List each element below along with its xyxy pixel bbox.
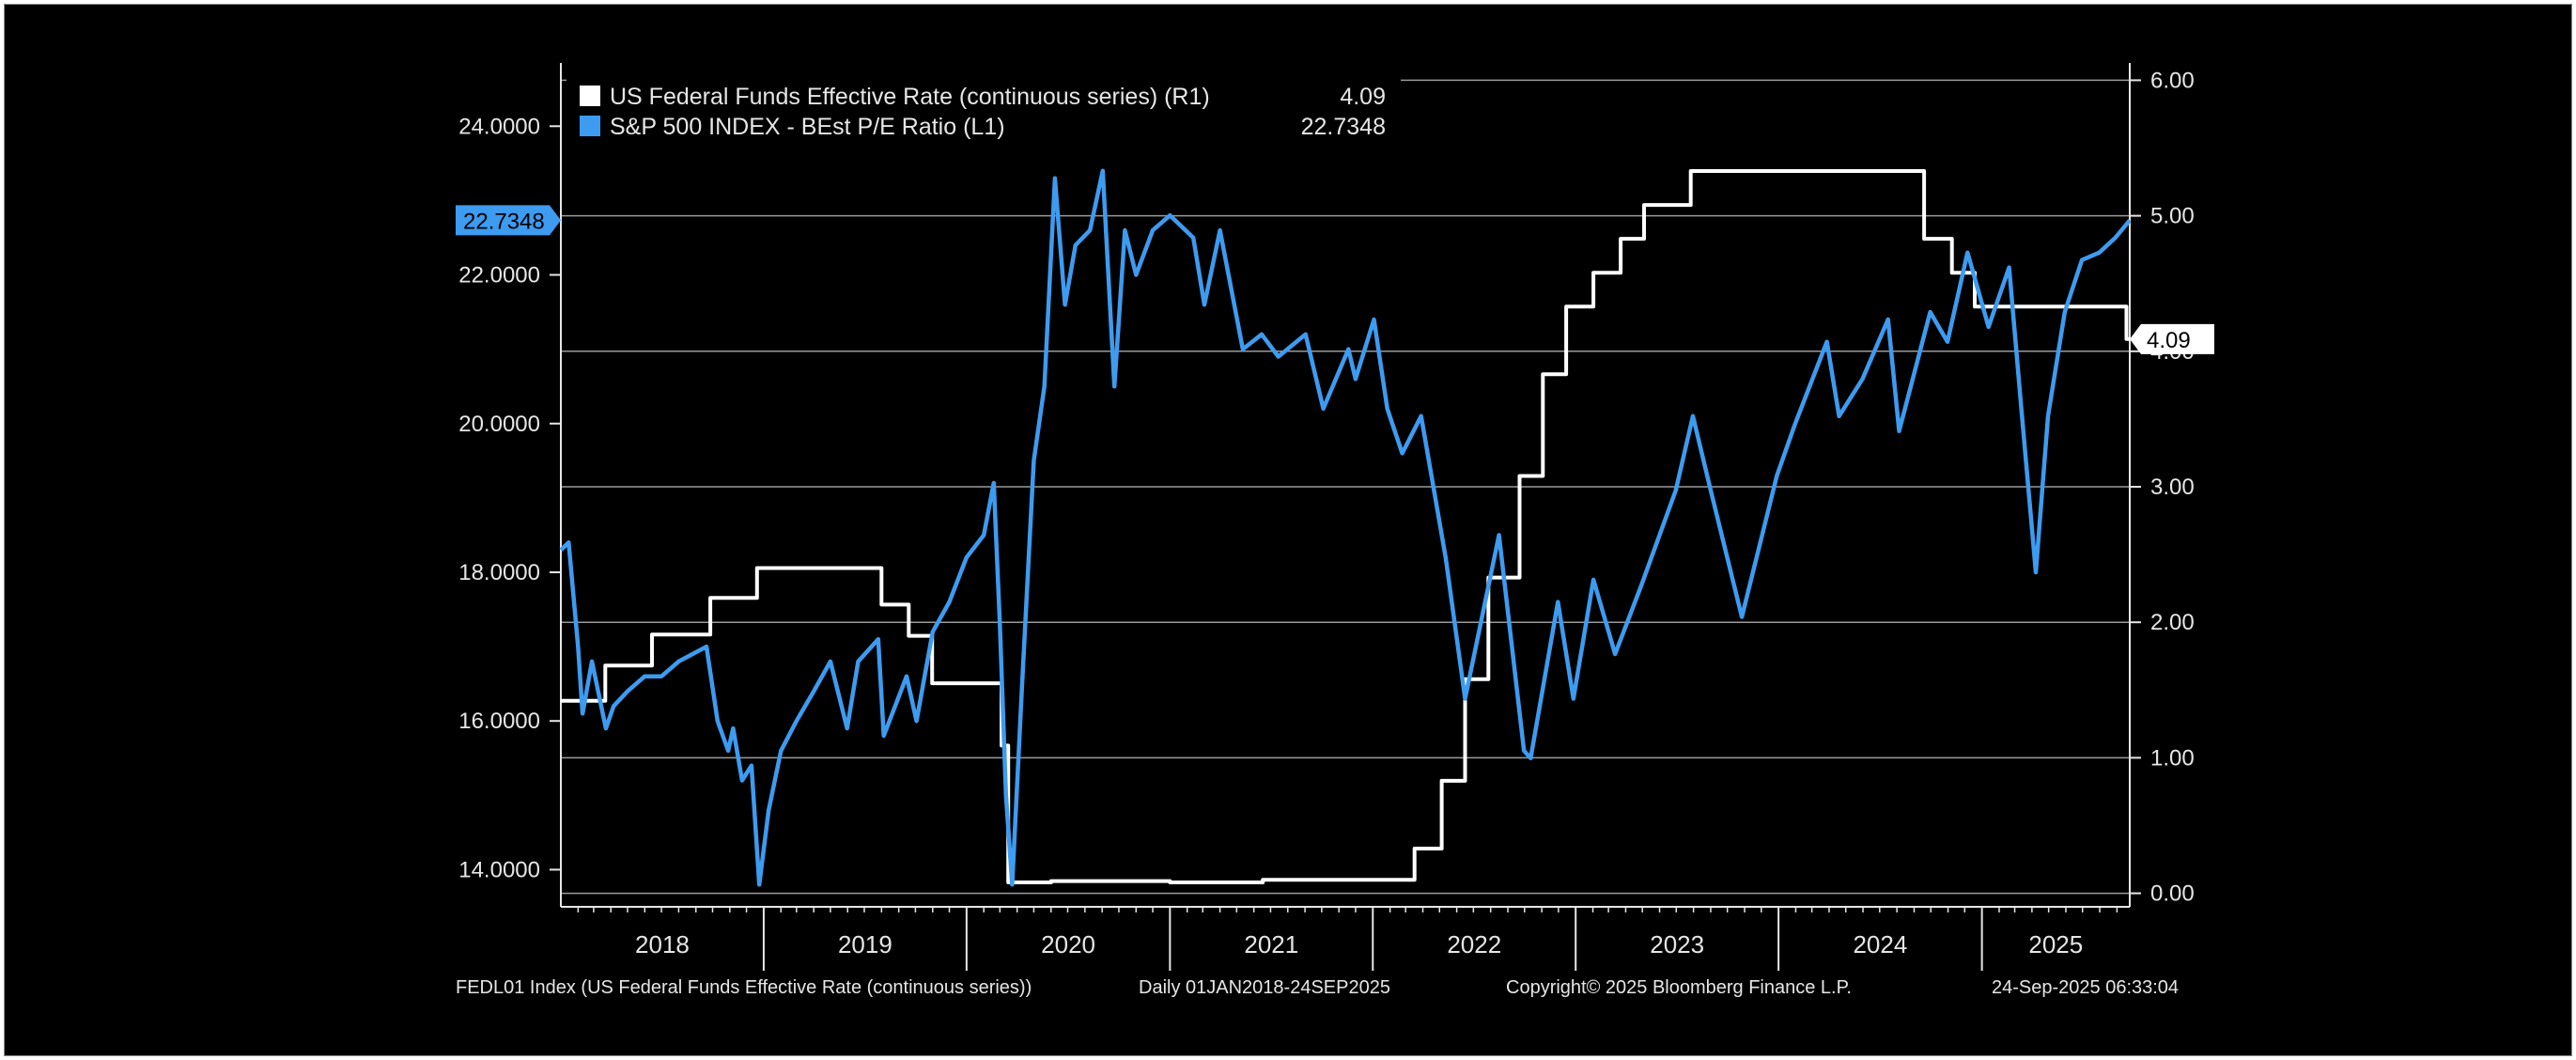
x-tick-label: 2025 <box>2028 930 2083 959</box>
chart-frame: 0.001.002.003.004.005.006.0014.000016.00… <box>4 4 2572 1056</box>
y-left-tick-label: 18.0000 <box>458 560 540 585</box>
x-tick-label: 2018 <box>635 930 690 959</box>
legend-value: 22.7348 <box>1301 114 1386 140</box>
legend-value: 4.09 <box>1340 84 1386 110</box>
gridlines <box>561 79 2130 895</box>
y-right-tick-label: 3.00 <box>2150 475 2195 500</box>
left-value-tag <box>456 205 561 236</box>
right-value-tag-label: 4.09 <box>2147 328 2191 353</box>
y-left-tick-label: 16.0000 <box>458 709 540 734</box>
y-left-tick-label: 20.0000 <box>458 412 540 437</box>
series-lines <box>559 168 2132 887</box>
legend-swatch <box>580 116 600 136</box>
y-right-tick-label: 5.00 <box>2150 204 2195 229</box>
legend-label: S&P 500 INDEX - BEst P/E Ratio (L1) <box>610 114 1005 140</box>
y-left-tick-label: 14.0000 <box>458 857 540 882</box>
legend-swatch <box>580 86 600 106</box>
sp500-pe-line <box>559 168 2132 887</box>
y-left-tick-label: 24.0000 <box>458 114 540 139</box>
y-right-tick-label: 2.00 <box>2150 610 2195 635</box>
footer-copyright: Copyright© 2025 Bloomberg Finance L.P. <box>1506 977 1852 998</box>
axes: 0.001.002.003.004.005.006.0014.000016.00… <box>458 63 2195 971</box>
right-value-tag <box>2130 323 2214 354</box>
x-tick-label: 2020 <box>1041 930 1095 959</box>
x-tick-label: 2019 <box>838 930 892 959</box>
last-value-tags: 22.7348 4.09 <box>456 205 2214 354</box>
legend: US Federal Funds Effective Rate (continu… <box>566 70 1401 148</box>
fed-funds-rate-line <box>561 169 2130 884</box>
x-tick-label: 2021 <box>1244 930 1298 959</box>
legend-label: US Federal Funds Effective Rate (continu… <box>610 84 1210 110</box>
legend-box <box>566 70 1401 148</box>
x-tick-label: 2024 <box>1853 930 1907 959</box>
footer-range: Daily 01JAN2018-24SEP2025 <box>1139 977 1390 998</box>
footer-timestamp: 24-Sep-2025 06:33:04 <box>1992 977 2180 998</box>
y-left-tick-label: 22.0000 <box>458 263 540 288</box>
x-tick-label: 2023 <box>1650 930 1704 959</box>
footer-source: FEDL01 Index (US Federal Funds Effective… <box>456 977 1032 998</box>
y-right-tick-label: 6.00 <box>2150 68 2195 93</box>
x-tick-label: 2022 <box>1447 930 1501 959</box>
y-right-tick-label: 1.00 <box>2150 745 2195 771</box>
left-value-tag-label: 22.7348 <box>463 209 545 234</box>
line-chart: 0.001.002.003.004.005.006.0014.000016.00… <box>456 63 2214 971</box>
y-right-tick-label: 0.00 <box>2150 881 2195 907</box>
